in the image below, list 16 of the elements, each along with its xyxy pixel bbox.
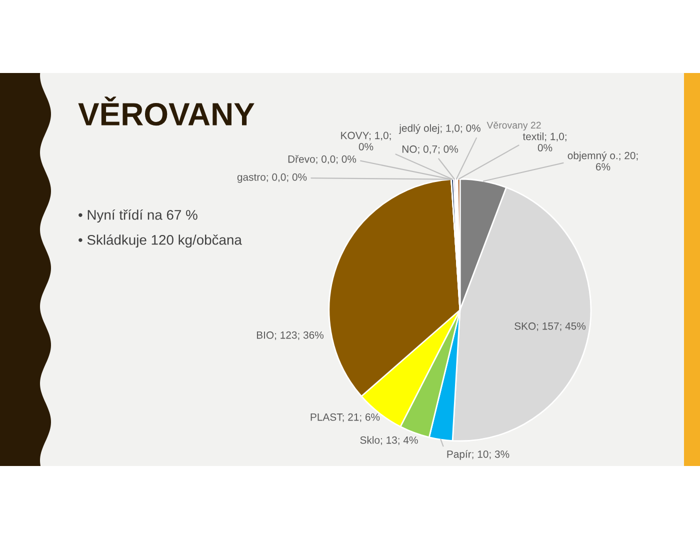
text: • Skládkuje 120 kg/občana bbox=[78, 234, 242, 248]
slice-label: PLAST; 21; 6% bbox=[310, 413, 380, 422]
category-label: gastro; 0,0; 0% bbox=[237, 173, 307, 183]
slice-label: Sklo; 13; 4% bbox=[360, 436, 418, 446]
chart-title: VĚROVANY bbox=[78, 96, 254, 126]
slice-label: SKO; 157; 45% bbox=[514, 322, 586, 332]
slice-label: objemný o.; 20; 6% bbox=[568, 151, 638, 170]
slice-label: Papír; 10; 3% bbox=[447, 450, 510, 460]
slice-label: jedlý olej; 1,0; 0% bbox=[398, 124, 480, 134]
slice-label: textil; 1,0; 0% bbox=[522, 132, 566, 152]
slice-label: KOVY; 1,0; 0% bbox=[341, 132, 391, 150]
text: • Nyní třídí na 67 % bbox=[78, 209, 198, 223]
slice-label: BIO; 123; 36% bbox=[256, 331, 324, 340]
slice-label: NO; 0,7; 0% bbox=[402, 145, 458, 154]
chart-subtitle: Věrovany 22 bbox=[486, 121, 541, 131]
category-label: Dřevo; 0,0; 0% bbox=[288, 155, 356, 164]
